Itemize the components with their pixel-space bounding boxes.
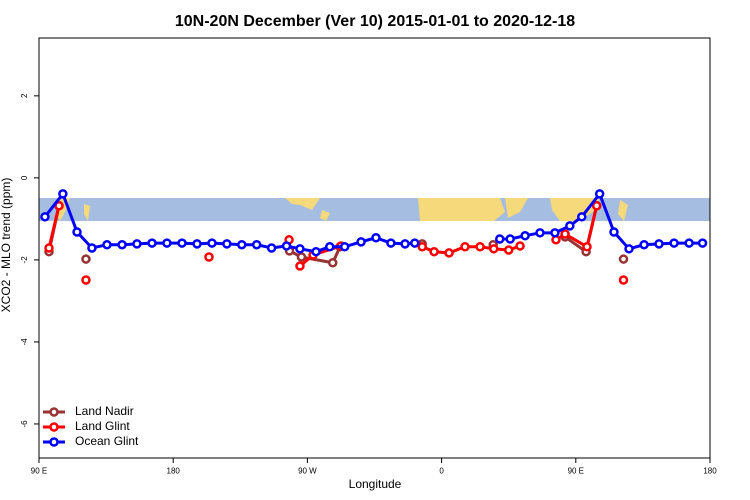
y-tick-label: 0 [20,175,29,180]
point [594,189,605,199]
point [505,234,515,244]
point [81,275,91,285]
point [489,244,499,254]
point [325,242,335,252]
x-tick-label: 180 [703,467,717,476]
point [460,242,470,252]
point [669,238,679,248]
point [40,212,50,222]
point [58,189,68,199]
point [515,241,525,251]
y-tick-label: -6 [20,420,29,428]
point [192,239,202,249]
point [295,261,305,271]
y-tick-label: 2 [20,93,29,98]
point [132,239,142,249]
legend-label: Land Glint [75,419,130,433]
point [429,246,439,257]
x-tick-label: 0 [439,467,444,476]
x-tick-label: 180 [167,467,181,476]
x-tick-label: 90 W [298,467,317,476]
point [87,243,97,253]
point [356,237,366,247]
point [503,245,514,255]
legend-marker [49,422,59,432]
point [618,254,629,264]
point [444,248,454,258]
point [639,239,649,250]
point [339,242,350,252]
point [475,242,485,252]
map-strip [39,198,710,221]
point [417,242,427,252]
point [582,242,592,252]
point [410,238,420,248]
point [624,244,634,254]
legend-label: Land Nadir [75,404,134,418]
point [44,243,54,253]
y-axis-label: XCO2 - MLO trend (ppm) [0,178,13,313]
point [495,234,505,244]
point [72,227,82,237]
point [296,252,307,262]
point [386,238,396,248]
point [177,238,187,248]
legend-label: Ocean Glint [75,434,139,448]
point [117,239,127,250]
point [266,243,277,253]
point [204,252,214,262]
point [560,229,570,239]
plot-frame [38,37,711,459]
point [520,230,530,241]
y-tick-label: -2 [20,256,29,264]
point [684,238,694,248]
point [535,228,545,238]
point [697,238,708,248]
point [147,238,157,248]
point [609,227,619,237]
x-tick-label: 90 E [568,467,584,476]
legend-marker [49,437,59,447]
point [281,241,292,251]
point [577,212,587,222]
point [81,254,91,264]
point [295,244,305,254]
x-tick-label: 90 E [31,467,47,476]
point [237,239,247,250]
point [102,239,112,250]
y-tick-label: -4 [20,338,29,346]
point [251,239,262,250]
chart-title: 10N-20N December (Ver 10) 2015-01-01 to … [175,13,575,30]
point [371,232,381,243]
point [591,201,602,211]
legend-marker [49,407,59,417]
point [550,228,560,238]
x-axis-label: Longitude [349,477,402,491]
point [222,239,232,249]
point [162,238,172,248]
point [654,239,664,249]
point [400,239,410,249]
point [618,275,629,285]
point [207,238,217,248]
point [565,221,575,231]
point [327,258,338,268]
point [311,246,321,257]
